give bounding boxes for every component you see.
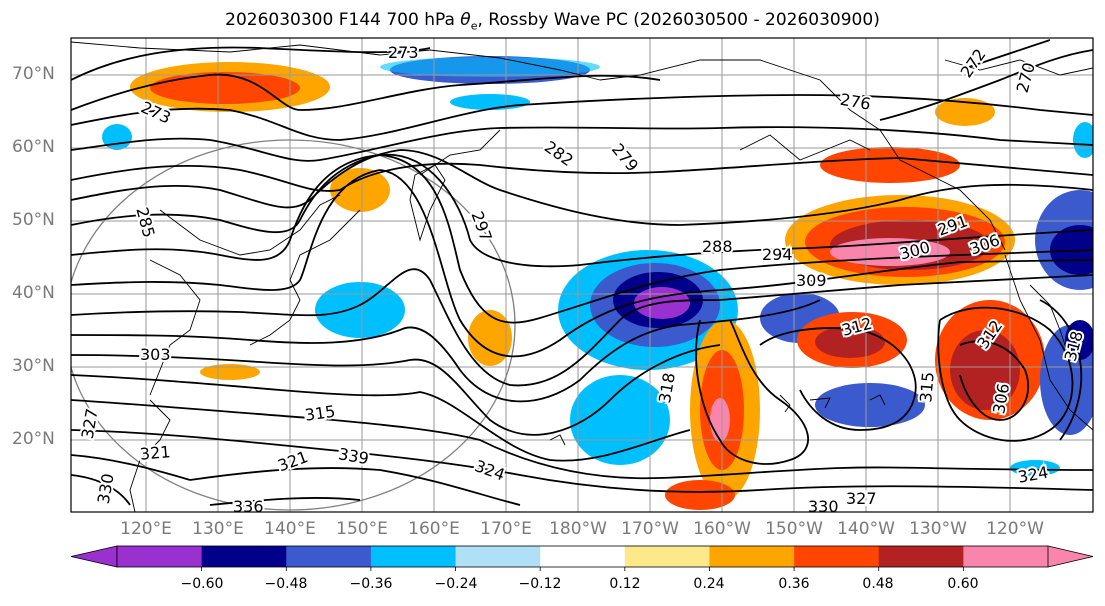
lat-label: 40°N — [12, 283, 55, 303]
contour-label: 285 — [132, 205, 158, 239]
shade-negative-japan — [315, 282, 405, 338]
colorbar-segment — [963, 546, 1049, 567]
colorbar-tick-label: 0.48 — [862, 576, 894, 592]
colorbar — [70, 545, 1094, 571]
contour-label: 297 — [468, 209, 496, 244]
contour-label: 315 — [916, 371, 938, 403]
range-circle — [71, 139, 516, 511]
shade-negative-north-edge — [380, 57, 600, 77]
colorbar-segment — [201, 546, 287, 567]
lat-label: 50°N — [12, 210, 55, 230]
contour-label: 324 — [472, 456, 507, 484]
lon-label: 120°E — [120, 519, 172, 539]
map-frame — [70, 37, 1094, 513]
contour-label: 272 — [957, 45, 990, 81]
colorbar-segment — [624, 546, 710, 567]
colorbar-tick-label: 0.36 — [778, 576, 810, 592]
shading-layer — [102, 56, 1093, 510]
shade-negative-southeast — [815, 383, 925, 427]
theta-e-contours — [71, 39, 1093, 506]
contour-label: 327 — [78, 407, 102, 440]
title-symbol: θ — [460, 10, 471, 30]
shade-positive-dateline — [468, 310, 512, 366]
lon-label: 130°W — [909, 519, 967, 539]
contour-label: 315 — [304, 402, 337, 425]
lon-label: 180°W — [549, 519, 607, 539]
colorbar-tick-label: 0.12 — [609, 576, 641, 592]
contour-label: 309 — [796, 271, 827, 290]
lon-label: 160°W — [693, 519, 751, 539]
lat-label: 60°N — [12, 137, 55, 157]
shade-negative-east-north — [1073, 122, 1093, 158]
shade-positive-central-south-max — [710, 398, 730, 442]
colorbar-extend-low — [70, 545, 118, 568]
shade-positive-nw-core — [150, 72, 300, 104]
contour-label: 282 — [541, 137, 577, 170]
shade-positive-kamchatka — [330, 168, 390, 212]
lon-label: 150°E — [336, 519, 388, 539]
contour-label: 294 — [762, 245, 793, 264]
lon-label: 140°W — [837, 519, 895, 539]
contour-label: 324 — [1016, 463, 1049, 487]
colorbar-segment — [540, 546, 626, 567]
colorbar-tick-label: −0.24 — [434, 576, 478, 592]
contour-label: 276 — [839, 90, 872, 114]
colorbar-segment — [878, 546, 964, 567]
lat-label: 30°N — [12, 356, 55, 376]
contour-label: 330 — [808, 497, 839, 516]
contour-label: 270 — [1013, 60, 1039, 94]
colorbar-extend-high — [1047, 545, 1094, 568]
lon-label: 170°W — [621, 519, 679, 539]
colorbar-segment — [455, 546, 541, 567]
colorbar-tick-label: −0.36 — [349, 576, 393, 592]
contour-label: 321 — [139, 442, 171, 464]
shade-positive-bottom — [665, 480, 735, 510]
contour-label: 273 — [388, 43, 419, 62]
lat-label: 70°N — [12, 64, 55, 84]
colorbar-tick-label: 0.24 — [693, 576, 725, 592]
shade-positive-mid-east-core — [815, 326, 885, 358]
shade-negative-bottom-right — [1010, 460, 1060, 476]
title-prefix: 2026030300 F144 700 hPa — [225, 10, 461, 30]
colorbar-tick-label: −0.60 — [180, 576, 224, 592]
lon-label: 160°E — [408, 519, 460, 539]
shade-negative-south — [570, 375, 670, 465]
shade-positive-alaska — [820, 147, 960, 183]
shade-positive-east-core — [950, 330, 1020, 410]
lat-label: 20°N — [12, 429, 55, 449]
contour-label: 330 — [94, 472, 118, 505]
lon-label: 170°E — [480, 519, 532, 539]
shade-negative-far-east-core — [1065, 320, 1093, 360]
colorbar-tick-label: 0.60 — [947, 576, 979, 592]
colorbar-segment — [117, 546, 203, 567]
contour-label: 321 — [275, 447, 310, 475]
colorbar-segment — [286, 546, 372, 567]
contour-label: 288 — [702, 237, 733, 256]
colorbar-segment — [370, 546, 457, 567]
lon-label: 130°E — [192, 519, 244, 539]
contour-label: 336 — [233, 497, 264, 516]
colorbar-tick-label: −0.48 — [264, 576, 308, 592]
title-suffix: , Rossby Wave PC (2026030500 - 202603090… — [477, 10, 880, 30]
title-subscript: e — [470, 19, 478, 33]
colorbar-frame — [116, 545, 1049, 568]
lon-label: 150°W — [765, 519, 823, 539]
contour-label: 339 — [337, 444, 370, 468]
contour-label: 303 — [140, 345, 171, 364]
contour-label: 279 — [608, 140, 642, 176]
colorbar-segment — [794, 546, 880, 567]
colorbar-segment — [709, 546, 795, 567]
lon-label: 120°W — [986, 519, 1044, 539]
colorbar-tick-label: −0.12 — [518, 576, 562, 592]
shade-positive-subtropics — [200, 364, 260, 380]
shade-negative-small — [450, 94, 530, 110]
shade-positive-alaska-east — [935, 98, 995, 126]
map-title: 2026030300 F144 700 hPa θe, Rossby Wave … — [0, 10, 1105, 32]
shade-positive-northeast-max — [830, 238, 950, 266]
contour-label: 318 — [655, 371, 679, 404]
lon-label: 140°E — [264, 519, 316, 539]
shade-negative-west — [102, 124, 132, 150]
contour-label: 327 — [846, 489, 877, 508]
